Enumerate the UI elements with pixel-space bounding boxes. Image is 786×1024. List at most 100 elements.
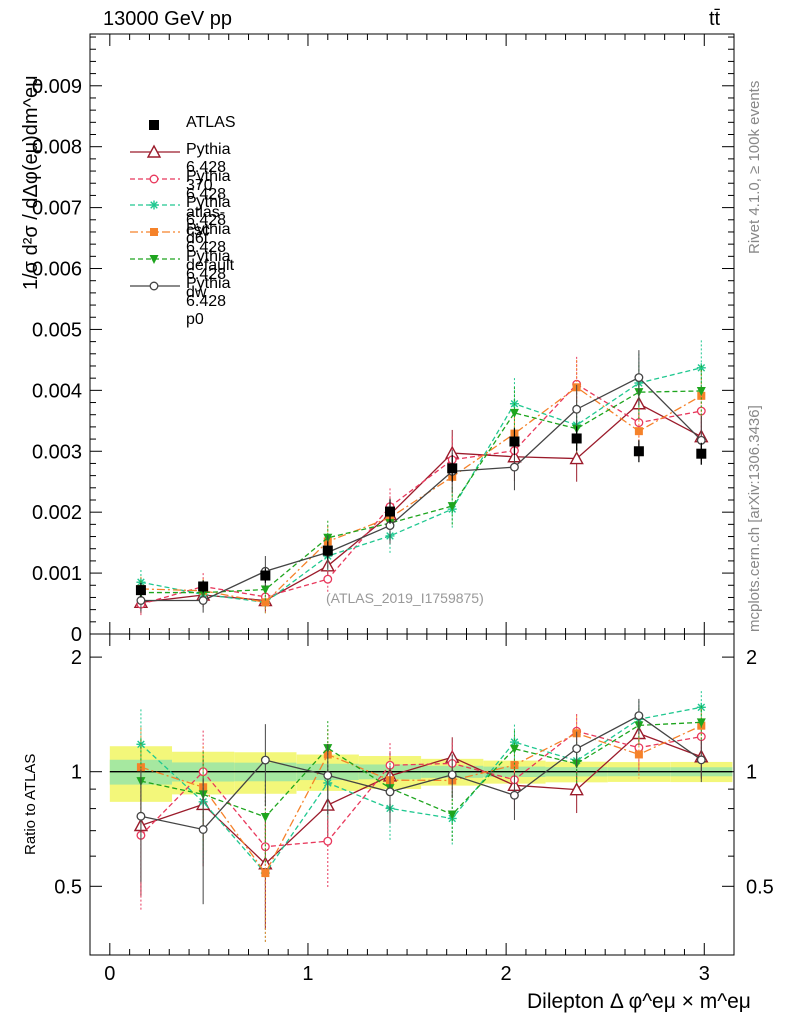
data-point — [135, 585, 146, 596]
data-point — [634, 418, 644, 428]
x-tick-label: 3 — [699, 963, 710, 985]
legend-marker — [130, 254, 180, 264]
data-point — [198, 596, 208, 605]
data-point — [569, 451, 584, 465]
legend-label: Pythia 6.428 default — [186, 221, 235, 275]
legend-marker-shape — [150, 228, 158, 237]
y-tick-label: 0.004 — [32, 380, 82, 402]
data-point — [261, 598, 270, 607]
main-y-axis-label: 1/σ d²σ / dΔφ(eμ)dm^eμ — [20, 75, 42, 290]
legend-marker — [130, 281, 180, 291]
legend-label: Pythia 6.428 370 — [186, 140, 231, 194]
ratio-y-axis-label: Ratio to ATLAS — [22, 753, 39, 855]
data-point — [634, 373, 644, 383]
series-pythia-6-428-d6t — [136, 340, 706, 944]
y-tick-label: 0.002 — [32, 502, 82, 524]
series-pythia-6-428-p0 — [136, 350, 706, 905]
ratio-point — [696, 718, 706, 728]
legend-label: Pythia 6.428 dw — [186, 247, 231, 301]
star-stroke — [697, 364, 706, 372]
mcplots-label: mcplots.cern.ch [arXiv:1306.3436] — [746, 405, 763, 632]
star-stroke — [510, 738, 519, 746]
ratio-point — [136, 811, 146, 821]
y-tick-label: 0.001 — [32, 563, 82, 585]
ratio-point — [447, 810, 457, 820]
ratio-point — [323, 770, 333, 780]
data-point — [634, 427, 643, 436]
series-line — [140, 367, 702, 604]
legend-marker — [130, 228, 180, 237]
rivet-version-label: Rivet 4.1.0, ≥ 100k events — [746, 80, 763, 254]
ratio-point — [447, 770, 457, 780]
ratio-tick-label: 1 — [71, 762, 82, 784]
process-label: tt̄ — [709, 8, 721, 30]
legend-marker — [130, 200, 180, 210]
ratio-point — [509, 790, 519, 800]
legend-marker-shape — [149, 281, 159, 291]
legend-marker-shape — [149, 174, 159, 184]
legend-marker — [149, 120, 159, 130]
data-point — [633, 446, 644, 457]
data-point — [260, 570, 271, 581]
y-tick-label: 0.005 — [32, 319, 82, 341]
ratio-series-line — [140, 732, 702, 865]
series-line — [140, 376, 702, 602]
series-line — [140, 402, 702, 603]
y-tick-label: 0.003 — [32, 441, 82, 463]
data-point — [198, 581, 209, 592]
series-pythia-6-428-default — [136, 359, 706, 944]
data-point — [385, 506, 396, 517]
analysis-watermark: (ATLAS_2019_I1759875) — [326, 590, 484, 606]
data-point — [136, 596, 146, 605]
data-point — [447, 463, 458, 474]
ratio-tick-label-right: 1 — [746, 762, 757, 784]
ratio-series-line — [140, 725, 702, 875]
legend-label: Pythia 6.428 p0 — [186, 274, 231, 328]
series-pythia-6-428-370 — [133, 376, 709, 930]
x-tick-label: 2 — [501, 963, 512, 985]
ratio-point — [510, 761, 519, 770]
ratio-tick-label-right: 2 — [746, 647, 757, 669]
data-point — [260, 585, 270, 595]
x-axis-label: Dilepton Δ φ^eμ × m^eμ — [527, 990, 751, 1013]
ratio-point — [572, 744, 582, 754]
legend-marker — [130, 174, 180, 184]
ratio-tick-label: 2 — [71, 647, 82, 669]
ratio-point — [260, 812, 270, 822]
ratio-point — [696, 755, 706, 765]
y-tick-label: 0 — [71, 624, 82, 646]
data-point — [509, 408, 519, 418]
legend-label: ATLAS — [186, 114, 236, 131]
legend-marker-shape — [146, 144, 162, 158]
series-atlas-data — [135, 426, 707, 598]
legend-label: Pythia 6.428 d6t — [186, 194, 231, 248]
data-point — [696, 386, 706, 396]
ratio-series-line — [140, 721, 702, 818]
ratio-point — [261, 869, 270, 878]
x-tick-label: 0 — [104, 963, 115, 985]
y-tick-label: 0.009 — [32, 76, 82, 98]
ratio-point — [634, 711, 644, 721]
data-point — [572, 404, 582, 414]
ratio-series-line — [140, 706, 702, 875]
legend-marker-shape — [149, 254, 159, 264]
series-line — [140, 390, 702, 594]
data-point — [323, 574, 333, 584]
ratio-series-line — [140, 714, 702, 831]
ratio-point — [634, 750, 643, 759]
ratio-point — [509, 744, 519, 754]
legend-label: Pythia 6.428 atlas-csc — [186, 167, 231, 239]
data-point — [571, 433, 582, 444]
ratio-point — [323, 836, 333, 846]
y-tick-label: 0.006 — [32, 259, 82, 281]
ratio-point — [260, 755, 270, 765]
ratio-point — [385, 787, 395, 797]
ratio-tick-label-right: 0.5 — [746, 876, 774, 898]
data-point — [447, 502, 457, 512]
ratio-point — [198, 825, 208, 834]
ratio-point — [569, 782, 584, 796]
legend-marker-shape — [149, 200, 159, 210]
energy-label: 13000 GeV pp — [103, 8, 232, 30]
legend-marker — [130, 144, 180, 158]
